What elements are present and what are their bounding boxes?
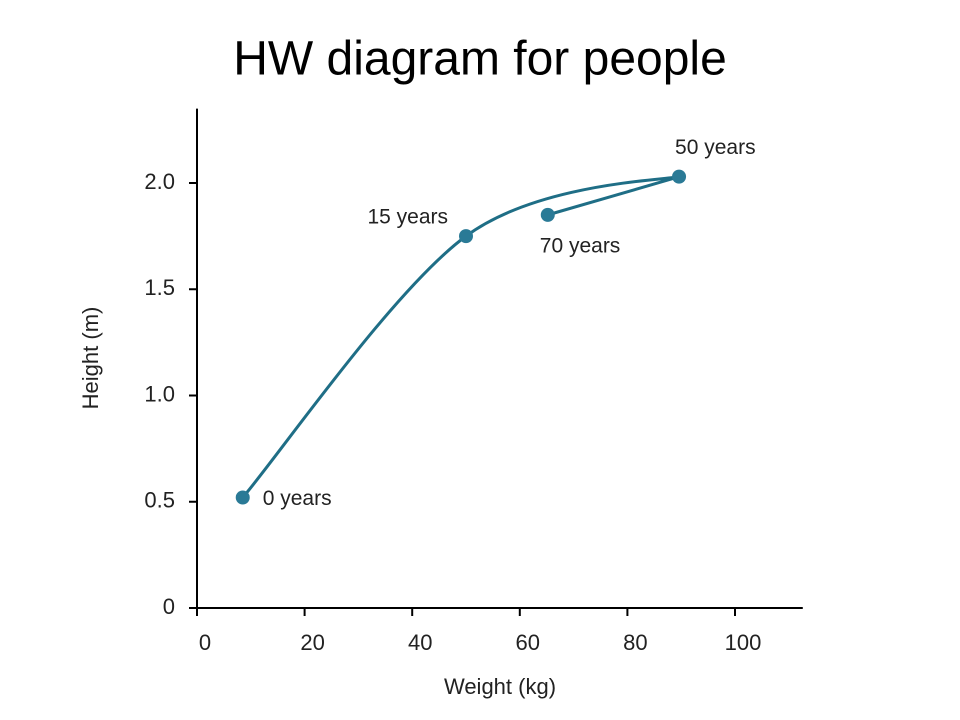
point-label: 15 years — [367, 206, 448, 229]
y-tick-label: 0.5 — [144, 488, 175, 513]
y-tick-label: 1.5 — [144, 275, 175, 300]
point-label: 50 years — [675, 136, 756, 159]
point — [540, 207, 555, 222]
point — [672, 169, 687, 184]
x-tick-label: 40 — [408, 630, 432, 655]
x-tick-label: 80 — [623, 630, 647, 655]
chart-title: HW diagram for people — [233, 33, 727, 86]
x-tick-label: 60 — [516, 630, 540, 655]
x-tick-label: 0 — [199, 630, 211, 655]
y-tick-label: 1.0 — [144, 381, 175, 406]
point-label: 70 years — [540, 234, 621, 257]
y-axis-label: Height (m) — [78, 307, 103, 410]
y-tick-label: 2.0 — [144, 169, 175, 194]
line — [241, 174, 682, 499]
point — [235, 490, 250, 505]
point — [459, 229, 473, 244]
point-label: 0 years — [263, 487, 332, 510]
y-tick-label: 0 — [163, 594, 175, 619]
x-axis-label: Weight (kg) — [444, 674, 556, 699]
x-tick-label: 100 — [725, 630, 762, 655]
x-tick-label: 20 — [300, 630, 324, 655]
